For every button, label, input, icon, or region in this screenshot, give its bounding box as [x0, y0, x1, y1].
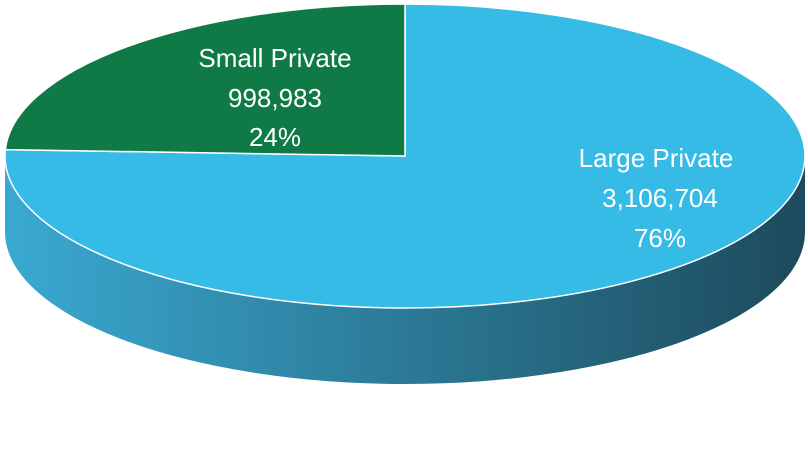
slice-label-name-large-private: Large Private [579, 143, 734, 173]
label-group-small-private: Small Private 998,983 24% [198, 43, 351, 152]
slice-label-percent-large-private: 76% [634, 223, 686, 253]
label-group-large-private: Large Private 3,106,704 76% [579, 143, 734, 253]
pie-slice-small-private[interactable] [4, 3, 406, 157]
slice-label-name-small-private: Small Private [198, 43, 351, 73]
slice-label-value-small-private: 998,983 [228, 83, 322, 113]
pie-side-wall [5, 156, 805, 384]
slice-label-value-large-private: 3,106,704 [602, 183, 718, 213]
slice-label-percent-small-private: 24% [249, 122, 301, 152]
